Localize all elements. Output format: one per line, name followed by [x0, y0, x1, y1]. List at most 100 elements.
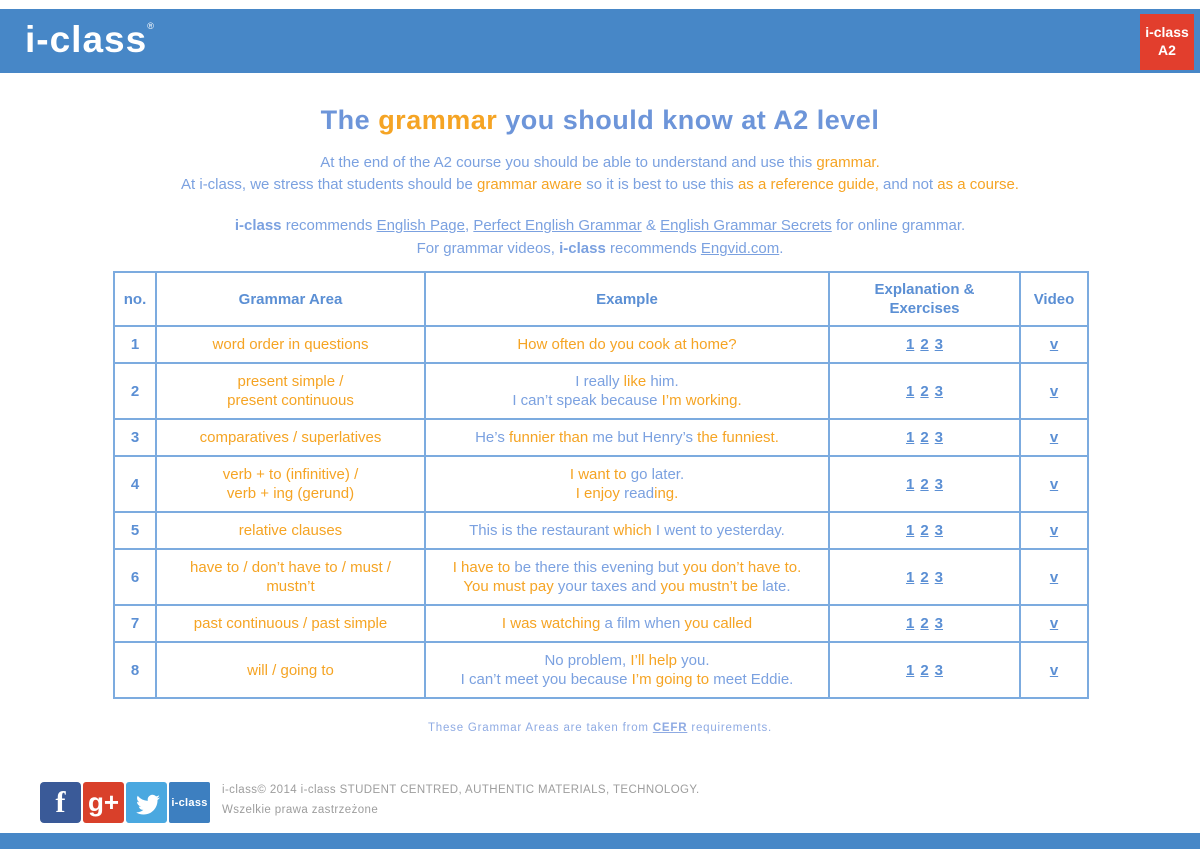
example-line: No problem, I’ll help you.: [432, 651, 822, 670]
twitter-icon[interactable]: [126, 782, 167, 823]
table-header-row: no. Grammar Area Example Explanation & E…: [113, 271, 1089, 327]
link-engvid[interactable]: Engvid.com: [700, 240, 780, 257]
exercise-link-1[interactable]: 1: [905, 336, 915, 353]
text-segment: At i-class, we stress that students shou…: [181, 176, 477, 193]
col-header-explanation-exercises: Explanation & Exercises: [828, 271, 1021, 327]
col-header-video: Video: [1019, 271, 1089, 327]
exercise-link-2[interactable]: 2: [920, 522, 929, 539]
text-segment: requirements.: [687, 722, 773, 734]
video-link[interactable]: v: [1049, 336, 1059, 353]
exercise-link-1[interactable]: 1: [905, 661, 915, 679]
exercise-link-1[interactable]: 1: [905, 568, 915, 586]
exercise-link-3[interactable]: 3: [934, 382, 944, 400]
exercise-link-2[interactable]: 2: [920, 475, 929, 493]
link-english-grammar-secrets[interactable]: English Grammar Secrets: [660, 217, 832, 234]
brand-logo[interactable]: i-class®: [25, 19, 155, 61]
header-bar: i-class®: [0, 9, 1200, 73]
exercise-link-1[interactable]: 1: [905, 615, 915, 632]
cefr-note: These Grammar Areas are taken from CEFR …: [0, 722, 1200, 734]
grammar-area-line: present continuous: [227, 392, 354, 409]
exercise-link-2[interactable]: 2: [920, 336, 929, 353]
text-segment: I went to yesterday.: [651, 522, 785, 539]
grammar-area-cell: will / going to: [155, 641, 426, 699]
text-segment: I’ll help: [630, 652, 678, 669]
example-line: I really like him.: [432, 372, 822, 391]
grammar-area-line: past continuous / past simple: [193, 615, 388, 632]
text-segment: you.: [677, 652, 710, 669]
footer: f g+ i-class i-class© 2014 i-class STUDE…: [0, 775, 1200, 833]
example-line: I want to go later.: [432, 465, 822, 484]
text-segment: read: [624, 485, 655, 502]
example-line: I have to be there this evening but you …: [432, 558, 822, 577]
exercise-link-3[interactable]: 3: [934, 336, 944, 353]
text-segment: ,: [464, 217, 474, 234]
googleplus-glyph: g+: [87, 787, 120, 817]
text-segment: you mustn’t be: [660, 578, 759, 595]
row-number: 3: [113, 418, 157, 457]
facebook-icon[interactable]: f: [40, 782, 81, 823]
exercise-link-2[interactable]: 2: [920, 661, 929, 679]
link-perfect-english-grammar[interactable]: Perfect English Grammar: [473, 217, 642, 234]
exercise-link-2[interactable]: 2: [920, 382, 929, 400]
text-segment: I’m working.: [661, 392, 742, 409]
exercise-link-2[interactable]: 2: [920, 429, 929, 446]
text-segment: &: [641, 217, 661, 234]
exercise-link-2[interactable]: 2: [920, 615, 929, 632]
text-segment: me but Henry’s: [588, 429, 698, 446]
table-row: 3 comparatives / superlatives He’s funni…: [113, 418, 1089, 457]
exercise-link-3[interactable]: 3: [934, 522, 944, 539]
table-row: 6 have to / don’t have to / must / mustn’…: [113, 548, 1089, 606]
link-cefr[interactable]: CEFR: [652, 722, 688, 734]
example-line: I can’t meet you because I’m going to me…: [432, 670, 822, 689]
intro-line-2: At i-class, we stress that students shou…: [0, 174, 1200, 196]
video-link[interactable]: v: [1049, 429, 1059, 446]
table-row: 1 word order in questions How often do y…: [113, 325, 1089, 364]
video-link[interactable]: v: [1049, 615, 1059, 632]
exercise-link-2[interactable]: 2: [920, 568, 929, 586]
iclass-tile-icon[interactable]: i-class: [169, 782, 210, 823]
text-segment: You must pay: [463, 578, 554, 595]
text-segment: the funniest.: [697, 429, 779, 446]
level-badge: i-class A2: [1140, 14, 1194, 70]
text-segment: grammar.: [816, 154, 880, 171]
text-segment: i-class: [559, 240, 606, 257]
text-segment: meet Eddie.: [709, 671, 794, 688]
example-cell: I was watching a film when you called: [424, 604, 830, 643]
googleplus-icon[interactable]: g+: [83, 782, 124, 823]
exercise-link-1[interactable]: 1: [905, 475, 915, 493]
text-segment: The: [320, 105, 379, 135]
text-segment: I really: [575, 373, 624, 390]
video-link[interactable]: v: [1049, 382, 1059, 400]
video-link[interactable]: v: [1049, 661, 1059, 679]
exercise-link-3[interactable]: 3: [934, 429, 944, 446]
text-segment: late.: [758, 578, 791, 595]
recommend-line-1: i-class recommends English Page, Perfect…: [0, 214, 1200, 237]
exercise-link-3[interactable]: 3: [934, 475, 944, 493]
text-segment: How often do you cook at home?: [517, 336, 737, 353]
exercise-link-1[interactable]: 1: [905, 429, 915, 446]
exercise-link-1[interactable]: 1: [905, 382, 915, 400]
exercise-link-3[interactable]: 3: [934, 661, 944, 679]
col-header-example: Example: [424, 271, 830, 327]
iclass-tile-label: i-class: [171, 796, 208, 809]
example-line: He’s funnier than me but Henry’s the fun…: [432, 428, 822, 447]
exercise-link-1[interactable]: 1: [905, 522, 915, 539]
text-segment: you should know at A2 level: [497, 105, 880, 135]
text-segment: These Grammar Areas are taken from: [427, 722, 653, 734]
video-link[interactable]: v: [1049, 475, 1059, 493]
video-link[interactable]: v: [1049, 522, 1059, 539]
exercise-link-3[interactable]: 3: [934, 568, 944, 586]
copyright-line-1: i-class© 2014 i-class STUDENT CENTRED, A…: [222, 784, 700, 796]
text-segment: like: [623, 373, 647, 390]
video-link[interactable]: v: [1049, 568, 1059, 586]
text-segment: a film when: [600, 615, 685, 632]
link-english-page[interactable]: English Page: [376, 217, 465, 234]
exercise-link-3[interactable]: 3: [934, 615, 944, 632]
bottom-bar: [0, 833, 1200, 849]
text-segment: At the end of the A2 course you should b…: [320, 154, 817, 171]
video-cell: v: [1019, 604, 1089, 643]
grammar-area-line: will / going to: [247, 661, 334, 679]
